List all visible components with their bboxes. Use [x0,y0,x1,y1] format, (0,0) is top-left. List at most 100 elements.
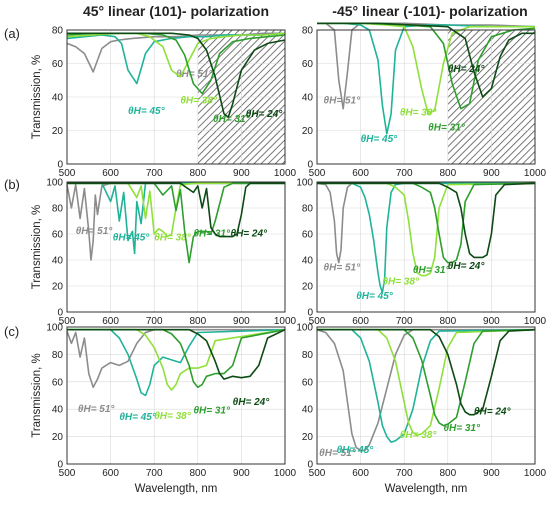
series-line-31 [67,328,286,389]
y-tick-label: 80 [52,350,64,361]
y-tick-label: 20 [52,282,64,293]
series-label-45: θH= 45° [337,445,375,456]
y-tick-label: 100 [46,323,63,334]
series-label-24: θH= 24° [246,109,284,120]
series-line-31 [317,182,536,264]
y-tick-label: 60 [302,59,314,70]
y-tick-label: 100 [296,178,313,189]
series-line-38 [317,182,536,277]
series-line-38 [317,328,536,436]
series-label-24: θH= 24° [231,229,269,240]
plot-area [317,327,535,464]
series-label-24: θH= 24° [474,407,512,418]
y-tick-label: 40 [302,93,314,104]
series-line-38 [67,328,286,391]
y-tick-label: 60 [302,377,314,388]
y-tick-label: 40 [52,256,64,267]
y-tick-label: 0 [307,308,313,319]
y-tick-label: 20 [302,282,314,293]
x-tick-label: 700 [146,468,163,479]
series-line-31 [317,328,536,427]
x-tick-label: 800 [439,168,456,179]
series-label-38: θH= 38° [400,430,438,441]
y-tick-label: 0 [57,160,63,171]
y-tick-label: 0 [307,460,313,471]
x-tick-label: 900 [483,468,500,479]
plot-frame [66,29,286,165]
y-tick-label: 20 [52,432,64,443]
panel-b-right: 0 20 40 60 80 100 500 600 700 800 900 1000 θH= 51° θH… [296,178,546,328]
series-label-51: θH= 51° [176,69,214,80]
x-tick-label: 1000 [524,468,547,479]
x-tick-label: 700 [396,168,413,179]
series-line-51 [66,328,285,389]
x-tick-label: 500 [59,316,76,327]
y-tick-label: 40 [52,93,64,104]
series-label-51: θH= 51° [78,404,116,415]
row-label-c: (c) [4,324,19,339]
y-tick-label: 0 [307,160,313,171]
x-tick-label: 900 [483,168,500,179]
x-tick-label: 600 [352,316,369,327]
series-label-51: θH= 51° [324,96,362,107]
x-tick-label: 900 [483,316,500,327]
y-tick-label: 0 [57,460,63,471]
x-tick-label: 600 [352,168,369,179]
series-label-31: θH= 31° [193,229,231,240]
x-tick-label: 600 [102,468,119,479]
y-tick-label: 80 [52,26,64,37]
series-line-24 [67,182,285,238]
series-label-38: θH= 38° [180,96,218,107]
series-line-24 [317,22,535,98]
series-label-31: θH= 31° [413,265,451,276]
y-axis-label: Transmission, % [31,55,43,140]
y-axis-label: Transmission, % [31,205,43,290]
x-tick-label: 1000 [524,168,547,179]
y-tick-label: 60 [302,230,314,241]
y-tick-label: 80 [302,350,314,361]
x-tick-label: 1000 [274,468,297,479]
x-tick-label: 1000 [274,316,297,327]
x-tick-label: 800 [189,468,206,479]
plot-area [317,182,535,312]
plot-frame [316,326,536,465]
y-tick-label: 40 [302,405,314,416]
series-label-31: θH= 31° [443,423,481,434]
y-tick-label: 100 [296,323,313,334]
x-tick-label: 500 [59,468,76,479]
series-label-45: θH= 45° [113,233,151,244]
x-tick-label: 700 [396,316,413,327]
x-tick-label: 900 [233,316,250,327]
series-label-51: θH= 51° [324,262,362,273]
series-line-24 [317,182,536,259]
y-tick-label: 60 [52,377,64,388]
y-tick-label: 60 [52,59,64,70]
x-tick-label: 700 [396,468,413,479]
series-line-38 [67,182,285,238]
x-tick-label: 500 [309,316,326,327]
series-line-24 [317,328,536,416]
column-title-left: 45° linear (101)- polarization [83,3,269,19]
y-tick-label: 80 [302,26,314,37]
series-label-38: θH= 38° [154,411,192,422]
series-label-45: θH= 45° [361,134,399,145]
x-tick-label: 800 [439,316,456,327]
x-tick-label: 500 [309,468,326,479]
plot-frame [316,181,536,313]
plot-area [67,182,285,312]
x-axis-label: Wavelength, nm [135,483,218,495]
plot-frame [316,29,536,165]
x-tick-label: 800 [189,316,206,327]
series-line-45 [317,22,535,135]
x-tick-label: 900 [233,168,250,179]
y-tick-label: 20 [302,432,314,443]
x-tick-label: 500 [309,168,326,179]
series-label-31: θH= 31° [428,123,466,134]
series-label-45: θH= 45° [356,291,394,302]
y-tick-label: 80 [52,204,64,215]
column-title-right: -45° linear (-101)- polarization [332,3,527,19]
y-tick-label: 0 [57,308,63,319]
series-label-51: θH= 51° [319,448,357,459]
